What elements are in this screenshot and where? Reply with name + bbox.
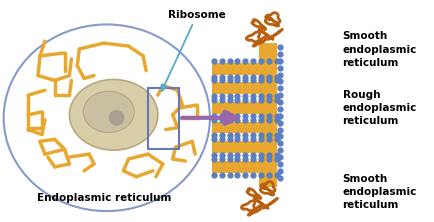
Ellipse shape bbox=[3, 24, 210, 211]
Bar bbox=[148, 88, 179, 149]
Bar bbox=[211, 82, 259, 94]
Text: Smooth
endoplasmic
reticulum: Smooth endoplasmic reticulum bbox=[342, 31, 416, 68]
Bar bbox=[211, 161, 259, 173]
Text: Smooth
endoplasmic
reticulum: Smooth endoplasmic reticulum bbox=[342, 174, 416, 210]
Bar bbox=[211, 141, 259, 153]
Bar bbox=[211, 63, 259, 75]
Bar bbox=[211, 122, 259, 133]
Text: Endoplasmic reticulum: Endoplasmic reticulum bbox=[36, 193, 171, 203]
Circle shape bbox=[108, 110, 124, 126]
Text: Ribosome: Ribosome bbox=[161, 10, 226, 91]
Text: Rough
endoplasmic
reticulum: Rough endoplasmic reticulum bbox=[342, 90, 416, 126]
Ellipse shape bbox=[69, 79, 158, 150]
Bar bbox=[211, 102, 259, 114]
Bar bbox=[259, 43, 276, 186]
Ellipse shape bbox=[83, 91, 134, 133]
